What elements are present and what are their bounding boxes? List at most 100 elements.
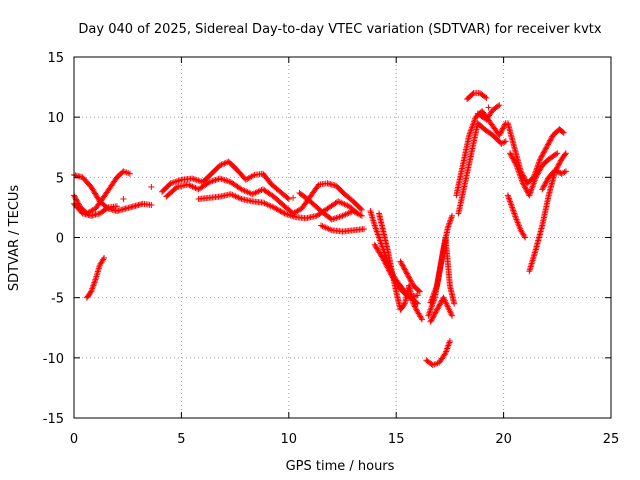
data-point [176, 177, 183, 184]
data-point [533, 172, 540, 179]
data-point [408, 279, 415, 286]
data-point [496, 102, 503, 109]
x-tick-label: 5 [177, 432, 185, 447]
y-tick-label: -15 [43, 412, 64, 427]
grid [74, 57, 611, 418]
data-point [507, 150, 514, 157]
y-tick-label: 15 [47, 51, 64, 66]
data-point [441, 351, 448, 358]
data-point [410, 300, 417, 307]
data-point [521, 183, 528, 190]
data-point [512, 160, 519, 167]
data-point [333, 214, 340, 221]
data-point [398, 259, 405, 266]
data-point [554, 168, 561, 175]
data-point [511, 158, 518, 165]
data-point [539, 185, 546, 192]
data-point [113, 203, 120, 210]
data-point [562, 150, 569, 157]
data-point [400, 263, 407, 270]
data-point [543, 178, 550, 185]
data-point [436, 301, 443, 308]
data-point [414, 292, 421, 299]
data-point [534, 170, 541, 177]
data-point [73, 197, 80, 204]
data-point [431, 310, 438, 317]
data-point [415, 287, 422, 294]
data-point [192, 176, 199, 183]
data-point [497, 129, 504, 136]
data-point [562, 151, 569, 158]
data-point [560, 129, 567, 136]
data-point [540, 183, 547, 190]
data-point [539, 150, 546, 157]
data-point [220, 176, 227, 183]
data-point [217, 175, 224, 182]
data-point [401, 265, 408, 272]
data-point [383, 263, 390, 270]
data-point [537, 154, 544, 161]
data-point [284, 194, 291, 201]
data-point [537, 164, 544, 171]
data-point [331, 215, 338, 222]
data-point [381, 257, 388, 264]
data-point [223, 177, 230, 184]
data-point [100, 256, 107, 263]
data-point [507, 151, 514, 158]
data-point [485, 104, 492, 111]
data-point [522, 176, 529, 183]
data-point [384, 264, 391, 271]
data-point [148, 202, 155, 209]
data-point [546, 138, 553, 145]
data-point [407, 277, 414, 284]
data-point [522, 185, 529, 192]
data-point [436, 302, 443, 309]
data-point [406, 274, 413, 281]
data-point [555, 161, 562, 168]
data-point [428, 317, 435, 324]
data-point [250, 172, 256, 179]
data-point [120, 195, 127, 202]
data-point [330, 215, 337, 222]
data-point [535, 168, 542, 175]
data-point [385, 265, 392, 272]
data-point [382, 260, 389, 267]
x-tick-label: 10 [281, 432, 298, 447]
data-point [358, 206, 365, 213]
data-point [403, 270, 410, 277]
data-point [509, 155, 516, 162]
data-point [218, 161, 225, 168]
data-point [386, 267, 393, 274]
data-point [221, 160, 228, 167]
data-point [193, 177, 200, 184]
data-point [172, 185, 179, 192]
data-point [547, 137, 554, 144]
data-point [404, 271, 411, 278]
data-point [402, 267, 409, 274]
axis-ticks: 0 5 10 15 20 25 -15 -10 -5 0 5 10 15 [43, 51, 620, 447]
data-point [434, 306, 441, 313]
data-point [386, 268, 393, 275]
data-point [524, 188, 531, 195]
y-tick-label: 0 [56, 232, 64, 247]
data-point [449, 212, 456, 219]
data-point [405, 273, 412, 280]
data-point [412, 304, 419, 311]
data-point [433, 308, 440, 315]
data-point [449, 312, 456, 319]
data-point [502, 138, 509, 145]
data-point [523, 187, 530, 194]
data-point [217, 162, 224, 169]
data-point [381, 258, 388, 265]
data-point [497, 130, 504, 137]
data-point [360, 226, 367, 233]
x-tick-label: 25 [603, 432, 620, 447]
data-point [537, 156, 544, 163]
data-point [416, 288, 423, 295]
data-point [469, 91, 476, 98]
x-tick-label: 20 [495, 432, 512, 447]
y-tick-label: -10 [43, 352, 64, 367]
data-point [552, 167, 559, 174]
data-point [169, 179, 176, 186]
data-point [72, 195, 79, 202]
